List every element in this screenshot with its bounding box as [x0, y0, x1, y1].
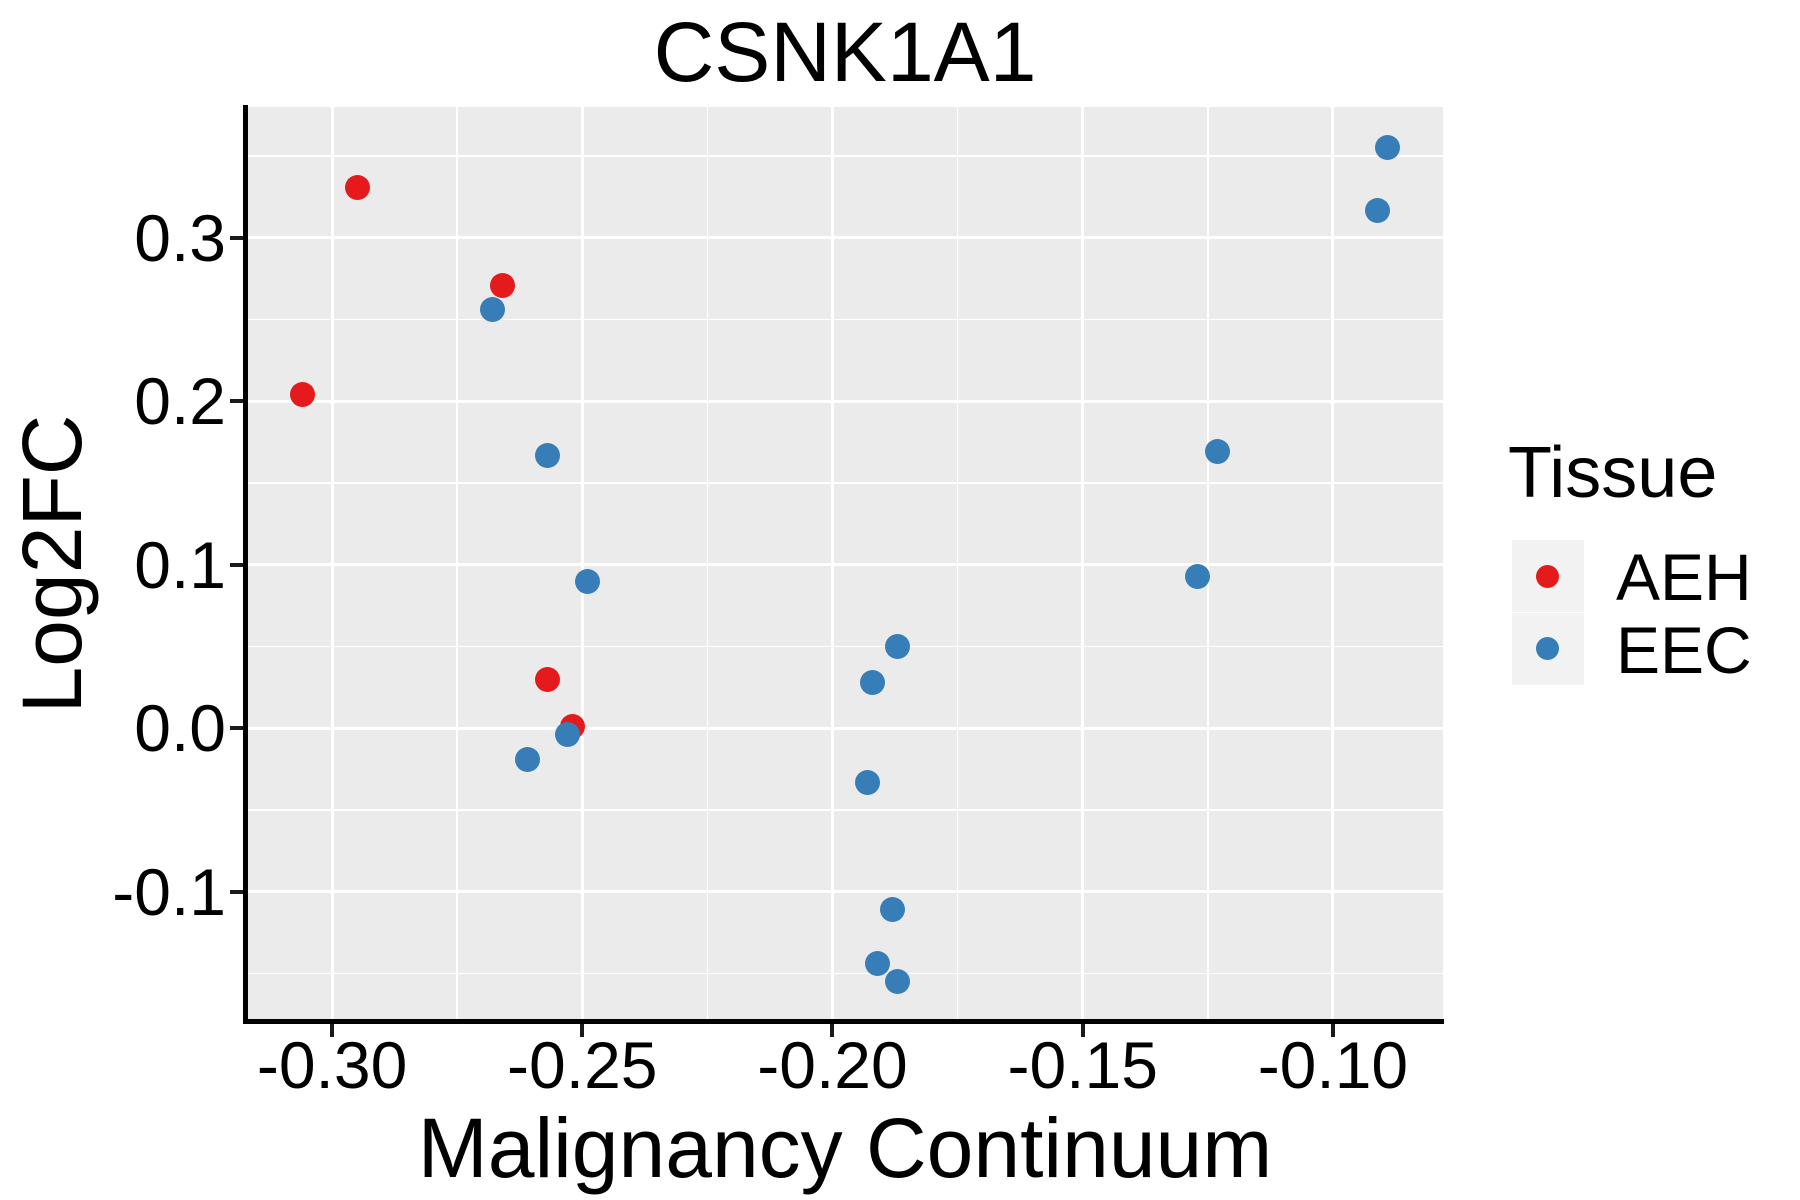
y-gridline-minor: [247, 155, 1443, 157]
x-tick-mark: [330, 1024, 335, 1037]
data-point-eec: [554, 722, 580, 748]
x-tick-label: -0.30: [256, 1028, 408, 1102]
data-point-aeh: [534, 666, 560, 692]
data-point-eec: [574, 568, 600, 594]
y-gridline-minor: [247, 645, 1443, 648]
y-gridline-major: [247, 563, 1443, 567]
x-tick-mark: [1080, 1024, 1085, 1037]
y-gridline-major: [247, 236, 1443, 240]
x-axis-line: [243, 1019, 1444, 1024]
y-gridline-major: [247, 890, 1443, 894]
x-tick-mark: [580, 1024, 585, 1037]
x-tick-label: -0.20: [757, 1028, 908, 1102]
data-point-eec: [534, 442, 560, 468]
data-point-eec: [855, 769, 881, 795]
data-point-eec: [514, 746, 540, 772]
y-tick-mark: [230, 235, 243, 240]
data-point-aeh: [289, 382, 315, 408]
x-tick-mark: [830, 1024, 835, 1037]
legend-dot-eec-icon: [1536, 637, 1559, 660]
x-tick-label: -0.15: [1007, 1028, 1158, 1102]
y-tick-mark: [230, 562, 243, 567]
data-point-aeh: [489, 272, 515, 298]
data-point-aeh: [344, 174, 370, 200]
x-tick-label: -0.25: [507, 1028, 658, 1102]
y-tick-mark: [230, 726, 243, 731]
data-point-eec: [865, 951, 891, 977]
y-gridline-major: [247, 399, 1443, 403]
legend-dot-aeh-icon: [1536, 565, 1559, 588]
data-point-eec: [1365, 197, 1391, 223]
x-tick-label: -0.10: [1257, 1028, 1409, 1102]
y-tick-mark: [230, 399, 243, 404]
y-tick-label: 0.3: [134, 200, 226, 275]
data-point-eec: [1375, 135, 1401, 161]
y-tick-label: 0.0: [134, 691, 226, 766]
y-tick-mark: [230, 889, 243, 894]
legend-label-eec: EEC: [1616, 613, 1752, 687]
x-tick-mark: [1330, 1024, 1335, 1037]
legend-label-aeh: AEH: [1616, 540, 1752, 614]
data-point-eec: [1205, 439, 1231, 465]
y-axis-title: Log2FC: [5, 414, 99, 714]
data-point-eec: [860, 670, 886, 696]
data-point-eec: [885, 969, 911, 995]
plot-title: CSNK1A1: [653, 5, 1037, 99]
y-gridline-minor: [247, 809, 1443, 811]
y-gridline-minor: [247, 318, 1443, 321]
y-tick-label: 0.2: [134, 364, 226, 439]
y-axis-line: [243, 105, 248, 1023]
x-axis-title: Malignancy Continuum: [417, 1101, 1273, 1195]
y-gridline-major: [247, 726, 1443, 730]
y-gridline-minor: [247, 482, 1443, 484]
data-point-eec: [1185, 563, 1211, 589]
y-tick-label: -0.1: [112, 854, 226, 929]
data-point-eec: [880, 897, 906, 923]
legend-title: Tissue: [1508, 433, 1718, 513]
y-tick-label: 0.1: [134, 527, 226, 602]
data-point-eec: [885, 634, 911, 660]
y-gridline-minor: [247, 972, 1443, 975]
data-point-eec: [479, 297, 505, 323]
